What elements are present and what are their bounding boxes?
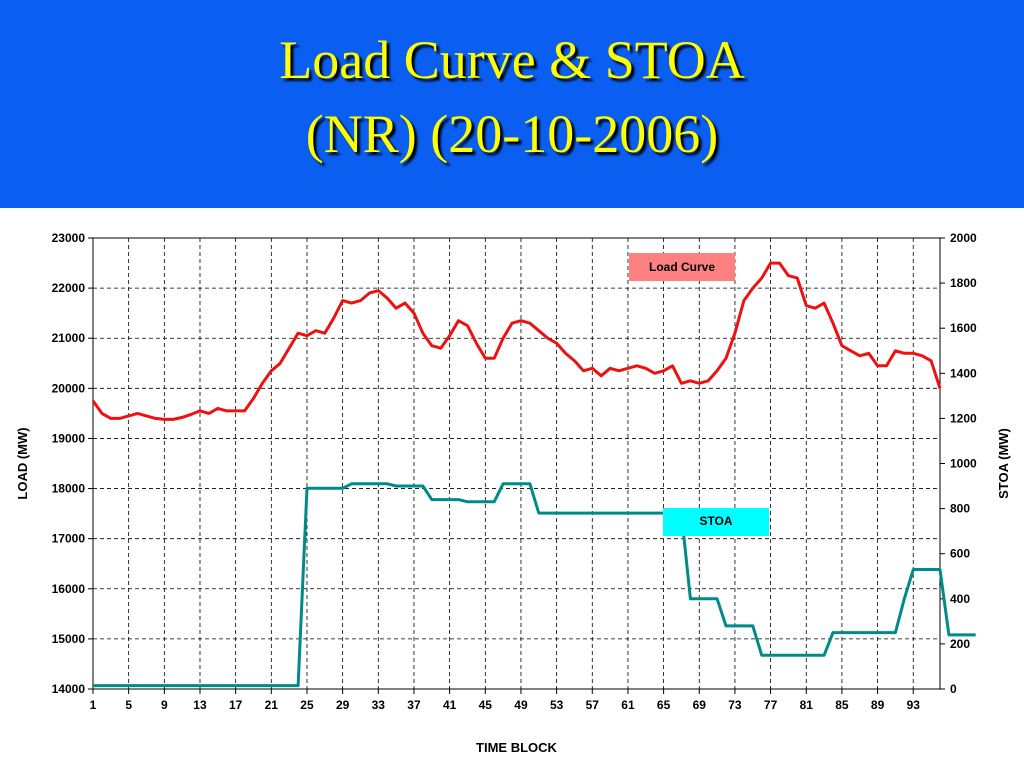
y-left-tick-label: 15000 <box>52 632 86 646</box>
axis-ticks: 1 5 9 13 17 21 25 29 33 37 41 45 49 53 57 61 65 69 73 77 81 8… <box>52 231 977 712</box>
x-tick-label: 33 <box>372 698 386 712</box>
x-tick-label: 41 <box>443 698 457 712</box>
x-tick-label: 1 <box>90 698 97 712</box>
y-left-tick-label: 22000 <box>52 281 86 295</box>
x-tick-label: 77 <box>764 698 778 712</box>
x-tick-label: 5 <box>125 698 132 712</box>
y-right-tick-label: 0 <box>950 682 957 696</box>
y-left-tick-label: 20000 <box>52 381 86 395</box>
slide-title: Load Curve & STOA <box>279 30 745 90</box>
y-left-tick-label: 16000 <box>52 582 86 596</box>
x-tick-label: 85 <box>835 698 849 712</box>
x-tick-label: 45 <box>479 698 493 712</box>
y-left-tick-label: 19000 <box>52 431 86 445</box>
y-left-tick-label: 21000 <box>52 331 86 345</box>
y-right-tick-label: 1800 <box>950 276 977 290</box>
x-tick-label: 49 <box>514 698 528 712</box>
legend-stoa-swatch <box>663 508 769 536</box>
y-right-tick-label: 1000 <box>950 457 977 471</box>
y-right-tick-label: 2000 <box>950 231 977 245</box>
y-axis-right-title: STOA (MW) <box>996 428 1011 499</box>
x-tick-label: 93 <box>907 698 921 712</box>
y-right-tick-label: 600 <box>950 547 970 561</box>
x-tick-label: 65 <box>657 698 671 712</box>
y-right-tick-label: 200 <box>950 637 970 651</box>
x-tick-label: 69 <box>693 698 707 712</box>
x-tick-label: 53 <box>550 698 564 712</box>
y-right-tick-label: 1400 <box>950 366 977 380</box>
legend-load-curve: Load Curve <box>629 253 735 281</box>
x-tick-label: 29 <box>336 698 350 712</box>
y-left-tick-label: 17000 <box>52 532 86 546</box>
y-right-tick-label: 400 <box>950 592 970 606</box>
y-axis-left-title: LOAD (MW) <box>15 427 30 499</box>
y-left-tick-label: 18000 <box>52 482 86 496</box>
x-tick-label: 13 <box>193 698 207 712</box>
chart-panel: 1 5 9 13 17 21 25 29 33 37 41 45 49 53 57 61 65 69 73 77 81 8… <box>0 208 1024 768</box>
x-tick-label: 17 <box>229 698 243 712</box>
legend-load-label: Load Curve <box>649 260 715 274</box>
load-stoa-chart: 1 5 9 13 17 21 25 29 33 37 41 45 49 53 57 61 65 69 73 77 81 8… <box>15 231 1011 755</box>
y-left-tick-label: 23000 <box>52 231 86 245</box>
y-right-tick-label: 800 <box>950 502 970 516</box>
x-tick-label: 61 <box>621 698 635 712</box>
x-tick-label: 81 <box>800 698 814 712</box>
plot-area <box>92 237 941 690</box>
x-tick-label: 21 <box>265 698 279 712</box>
legend-load-swatch <box>629 253 735 281</box>
x-tick-label: 25 <box>300 698 314 712</box>
x-tick-label: 73 <box>728 698 742 712</box>
legend-stoa: STOA <box>663 508 769 536</box>
legend-stoa-label: STOA <box>699 514 732 528</box>
y-left-tick-label: 14000 <box>52 682 86 696</box>
y-right-tick-label: 1200 <box>950 411 977 425</box>
y-right-tick-label: 1600 <box>950 321 977 335</box>
x-tick-label: 89 <box>871 698 885 712</box>
slide-header: Load Curve & STOA (NR) (20-10-2006) <box>0 0 1024 208</box>
slide-subtitle: (NR) (20-10-2006) <box>305 104 719 164</box>
x-tick-label: 37 <box>407 698 421 712</box>
stoa-line <box>93 482 976 688</box>
load-curve-line <box>91 261 942 421</box>
grid-lines <box>93 238 940 689</box>
series-lines <box>91 261 976 688</box>
x-axis-title: TIME BLOCK <box>476 740 557 755</box>
x-tick-label: 57 <box>586 698 600 712</box>
x-tick-label: 9 <box>161 698 168 712</box>
